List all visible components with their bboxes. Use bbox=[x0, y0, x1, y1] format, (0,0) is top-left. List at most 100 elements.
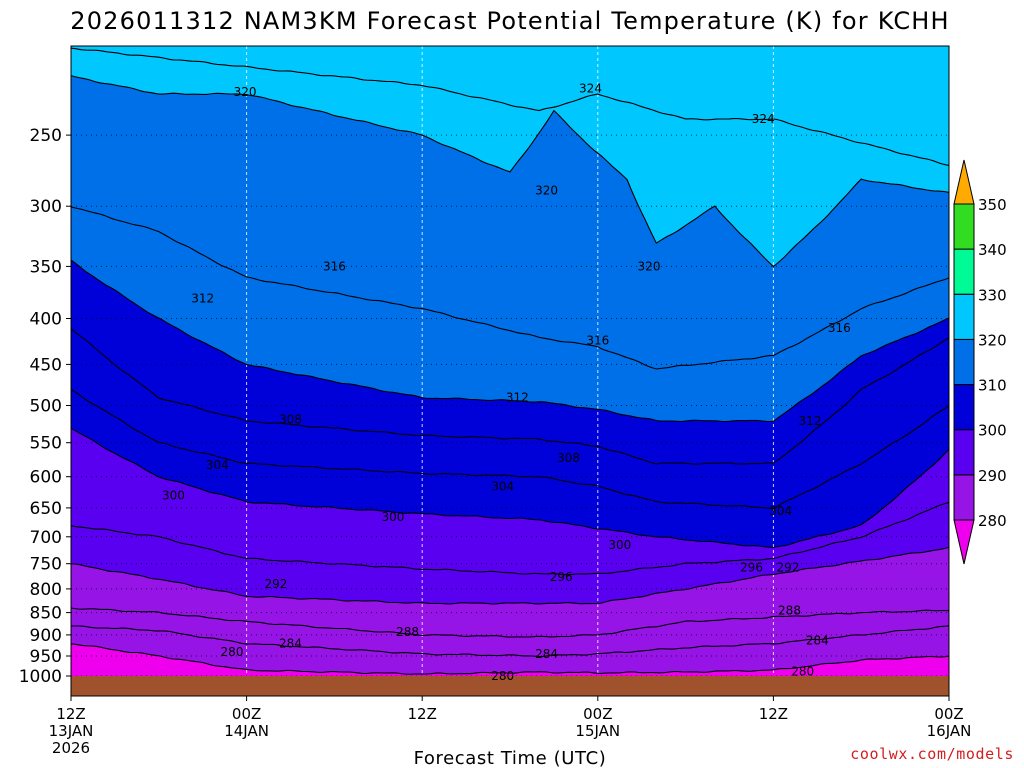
x-tick-label-12-line2: 14JAN bbox=[224, 722, 269, 740]
contour-label-312: 312 bbox=[191, 292, 214, 306]
contour-label-284: 284 bbox=[806, 634, 829, 648]
x-tick-label-60-line1: 00Z bbox=[934, 705, 963, 723]
y-tick-label-1000: 1000 bbox=[19, 667, 62, 687]
contour-label-300: 300 bbox=[608, 538, 631, 552]
contour-label-316: 316 bbox=[828, 321, 851, 335]
colorbar-segment-290-300 bbox=[953, 429, 975, 476]
contour-label-280: 280 bbox=[491, 669, 514, 683]
colorbar: 280 290 300 310 320 330 340 350 bbox=[953, 159, 1007, 565]
contour-label-304: 304 bbox=[491, 479, 514, 493]
contour-label-292: 292 bbox=[264, 577, 287, 591]
isentrope-280 bbox=[71, 643, 949, 675]
contour-label-288: 288 bbox=[396, 625, 419, 639]
contour-label-316: 316 bbox=[586, 333, 609, 347]
contour-label-324: 324 bbox=[579, 82, 602, 96]
contour-label-296: 296 bbox=[740, 560, 763, 574]
contour-label-312: 312 bbox=[799, 414, 822, 428]
chart-title: 2026011312 NAM3KM Forecast Potential Tem… bbox=[70, 7, 950, 35]
y-tick-label-700: 700 bbox=[30, 528, 62, 548]
x-tick-label-60-line2: 16JAN bbox=[927, 722, 972, 740]
contour-label-280: 280 bbox=[221, 645, 244, 659]
colorbar-segment-280-290 bbox=[953, 474, 975, 521]
y-tick-label-600: 600 bbox=[30, 468, 62, 488]
colorbar-label-320: 320 bbox=[978, 331, 1007, 349]
colorbar-low-arrow bbox=[953, 519, 975, 565]
contour-label-300: 300 bbox=[381, 510, 404, 524]
x-tick-label-24-line1: 12Z bbox=[408, 705, 437, 723]
x-tick-label-48-line1: 12Z bbox=[759, 705, 788, 723]
x-tick-label-0-line2: 13JAN bbox=[49, 722, 94, 740]
y-tick-label-800: 800 bbox=[30, 580, 62, 600]
isentrope-lines bbox=[71, 47, 949, 675]
colorbar-segment-300-310 bbox=[953, 384, 975, 431]
x-tick-label-12-line1: 00Z bbox=[232, 705, 261, 723]
isentrope-304 bbox=[71, 388, 949, 510]
isentrope-308 bbox=[71, 328, 949, 465]
y-tick-label-950: 950 bbox=[30, 647, 62, 667]
colorbar-label-350: 350 bbox=[978, 196, 1007, 214]
plot-frame bbox=[70, 45, 950, 697]
contour-label-284: 284 bbox=[535, 647, 558, 661]
contour-label-320: 320 bbox=[638, 259, 661, 273]
colorbar-label-340: 340 bbox=[978, 241, 1007, 259]
contour-label-308: 308 bbox=[557, 451, 580, 465]
grid-lines bbox=[71, 46, 949, 696]
y-tick-label-850: 850 bbox=[30, 604, 62, 624]
y-tick-label-900: 900 bbox=[30, 626, 62, 646]
theta-band-324 bbox=[71, 46, 949, 166]
theta-fill-bands bbox=[71, 46, 949, 696]
colorbar-high-arrow bbox=[953, 159, 975, 205]
credit-text: coolwx.com/models bbox=[850, 745, 1014, 763]
y-tick-label-500: 500 bbox=[30, 397, 62, 417]
isentrope-320 bbox=[71, 75, 949, 268]
x-tick-label-36-line1: 00Z bbox=[583, 705, 612, 723]
contour-label-320: 320 bbox=[234, 85, 257, 99]
colorbar-label-280: 280 bbox=[978, 512, 1007, 530]
isentrope-296 bbox=[71, 501, 949, 576]
plot-area: 324 324 320 320 320 316 316 316 312 312 312 308 308 3… bbox=[71, 46, 949, 696]
isentrope-312 bbox=[71, 259, 949, 423]
contour-label-308: 308 bbox=[279, 412, 302, 426]
x-tick-label-0-line1: 12Z bbox=[56, 705, 85, 723]
ground-surface bbox=[71, 676, 949, 696]
isentrope-284 bbox=[71, 625, 949, 658]
contour-label-316: 316 bbox=[323, 259, 346, 273]
colorbar-segment-310-320 bbox=[953, 338, 975, 385]
colorbar-segment-330-340 bbox=[953, 248, 975, 295]
y-tick-label-550: 550 bbox=[30, 434, 62, 454]
y-tick-label-250: 250 bbox=[30, 126, 62, 146]
x-tick-label-36-line2: 15JAN bbox=[575, 722, 620, 740]
contour-label-292: 292 bbox=[777, 560, 800, 574]
y-tick-label-650: 650 bbox=[30, 499, 62, 519]
isentrope-324 bbox=[71, 47, 949, 166]
contour-label-284: 284 bbox=[279, 637, 302, 651]
isentrope-316 bbox=[71, 206, 949, 370]
x-axis-label: Forecast Time (UTC) bbox=[414, 748, 607, 768]
contour-label-324: 324 bbox=[752, 112, 775, 126]
colorbar-label-310: 310 bbox=[978, 377, 1007, 395]
contour-label-304: 304 bbox=[206, 458, 229, 472]
contour-label-304: 304 bbox=[769, 504, 792, 518]
contour-label-296: 296 bbox=[550, 570, 573, 584]
contour-label-288: 288 bbox=[778, 603, 801, 617]
contour-label-280: 280 bbox=[791, 664, 814, 678]
colorbar-segment-340-350 bbox=[953, 203, 975, 250]
y-axis: 2503003504004505005506006507007508008509… bbox=[19, 126, 71, 687]
y-tick-label-750: 750 bbox=[30, 555, 62, 575]
isentrope-288 bbox=[71, 607, 949, 638]
colorbar-label-290: 290 bbox=[978, 467, 1007, 485]
x-tick-label-0-line3: 2026 bbox=[52, 739, 90, 757]
y-tick-label-450: 450 bbox=[30, 355, 62, 375]
colorbar-label-330: 330 bbox=[978, 286, 1007, 304]
contour-label-312: 312 bbox=[506, 391, 529, 405]
y-tick-label-300: 300 bbox=[30, 197, 62, 217]
colorbar-segment-320-330 bbox=[953, 293, 975, 340]
y-tick-label-400: 400 bbox=[30, 310, 62, 330]
colorbar-label-300: 300 bbox=[978, 422, 1007, 440]
contour-label-320: 320 bbox=[535, 183, 558, 197]
isentrope-300 bbox=[71, 427, 949, 549]
y-tick-label-350: 350 bbox=[30, 257, 62, 277]
contour-label-300: 300 bbox=[162, 489, 185, 503]
